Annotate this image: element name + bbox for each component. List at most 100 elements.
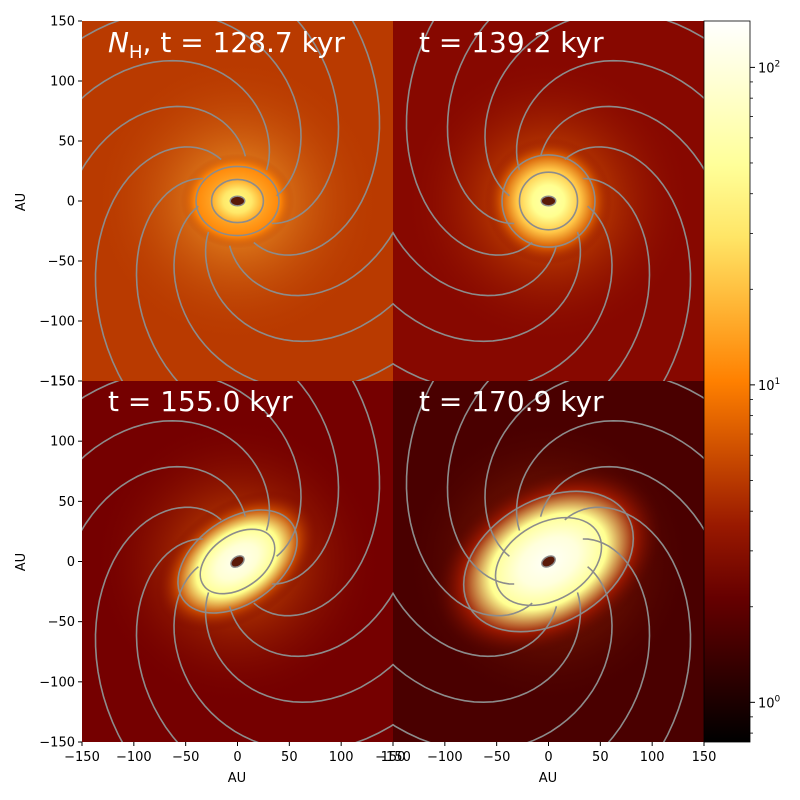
central-source <box>229 195 246 207</box>
colorbar-fill <box>703 20 751 743</box>
x-tick-label: −100 <box>427 750 463 765</box>
streamline <box>271 21 340 225</box>
panel-bottom-left <box>82 381 393 742</box>
y-tick-label: 150 <box>50 375 75 390</box>
colorbar-tick-exp: 1 <box>775 377 781 387</box>
x-tick-label: −150 <box>64 750 100 765</box>
x-tick-label: 150 <box>381 750 406 765</box>
streamlines <box>393 21 704 381</box>
x-tick-label: 0 <box>233 750 241 765</box>
streamline <box>564 146 692 381</box>
panel-title-0: NH, t = 128.7 kyr <box>108 26 345 63</box>
panel-title-3: t = 170.9 kyr <box>419 385 604 418</box>
central-source <box>540 195 557 207</box>
panel-title-2: t = 155.0 kyr <box>108 385 293 418</box>
streamline <box>393 591 558 658</box>
axes: 150100500−50−100−150150100500−50−100−150… <box>39 15 716 766</box>
streamline <box>582 177 651 381</box>
streamline <box>204 592 393 704</box>
streamline <box>484 381 704 557</box>
x-tick-label: −150 <box>375 750 411 765</box>
colorbar-tick-base: 10 <box>758 61 775 76</box>
streamline <box>446 21 515 225</box>
panel-top-right <box>393 21 704 381</box>
disk-streamline <box>210 178 265 224</box>
streamline <box>228 231 393 297</box>
disk-streamline <box>501 154 596 248</box>
streamline <box>271 381 340 585</box>
disk-streamline <box>462 490 635 633</box>
y-tick-label: 150 <box>50 15 75 30</box>
x-tick-label: 0 <box>544 750 552 765</box>
streamlines <box>82 21 393 381</box>
x-tick-label: −50 <box>483 750 510 765</box>
ylabel-bottom: AU <box>14 553 29 571</box>
streamline <box>173 205 393 381</box>
title-time: t = 128.7 kyr <box>160 26 345 59</box>
y-tick-label: −100 <box>39 315 75 330</box>
xlabel-left: AU <box>228 771 246 786</box>
streamline <box>582 538 651 742</box>
disk-streamline <box>199 528 276 595</box>
disk-streamline <box>494 516 603 607</box>
y-tick-label: 100 <box>50 75 75 90</box>
streamline <box>82 59 271 171</box>
streamline <box>173 566 393 742</box>
y-tick-label: 0 <box>67 555 75 570</box>
panel-top-left <box>82 21 393 381</box>
y-tick-label: 50 <box>58 495 75 510</box>
streamline <box>515 59 704 171</box>
streamline <box>539 105 704 171</box>
streamline <box>253 381 381 617</box>
streamline <box>94 506 222 742</box>
streamline <box>484 21 704 197</box>
y-tick-label: 50 <box>58 135 75 150</box>
title-quantity: N <box>108 26 129 59</box>
streamlines <box>393 381 704 742</box>
streamline <box>515 419 704 531</box>
x-tick-label: −100 <box>116 750 152 765</box>
streamline <box>539 465 704 532</box>
streamline <box>393 231 558 297</box>
streamline <box>135 538 204 742</box>
streamline <box>393 231 582 343</box>
streamline <box>94 146 222 381</box>
streamline <box>564 506 692 742</box>
ylabel-top: AU <box>14 193 29 211</box>
central-source <box>541 555 556 568</box>
streamline <box>204 231 393 343</box>
x-tick-label: 100 <box>329 750 354 765</box>
x-tick-label: −50 <box>172 750 199 765</box>
x-tick-label: 150 <box>692 750 717 765</box>
y-tick-label: −100 <box>39 675 75 690</box>
title-quantity-sub: H <box>129 42 143 63</box>
colorbar-tick-base: 10 <box>758 379 775 394</box>
y-tick-label: −50 <box>48 615 75 630</box>
streamline <box>82 465 247 532</box>
y-tick-label: −150 <box>39 375 75 390</box>
y-tick-label: −150 <box>39 736 75 751</box>
x-tick-label: 50 <box>592 750 609 765</box>
x-tick-label: 100 <box>640 750 665 765</box>
colorbar-tick-exp: 2 <box>775 59 781 69</box>
streamline <box>82 381 302 557</box>
panel-bottom-right <box>393 381 704 742</box>
y-tick-label: −50 <box>48 255 75 270</box>
y-tick-label: 100 <box>50 435 75 450</box>
streamline <box>228 591 393 658</box>
streamline <box>82 21 302 197</box>
y-tick-label: 0 <box>67 195 75 210</box>
streamline <box>405 381 533 617</box>
disk-streamline <box>195 165 280 237</box>
disk-streamline <box>518 171 579 231</box>
streamline <box>393 566 613 742</box>
colorbar-tick-label: 101 <box>758 377 780 394</box>
streamline <box>82 105 247 171</box>
streamline <box>253 21 381 256</box>
streamline <box>82 419 271 531</box>
central-source <box>230 555 245 568</box>
xlabel-right: AU <box>539 771 557 786</box>
colorbar-tick-base: 10 <box>758 696 775 711</box>
